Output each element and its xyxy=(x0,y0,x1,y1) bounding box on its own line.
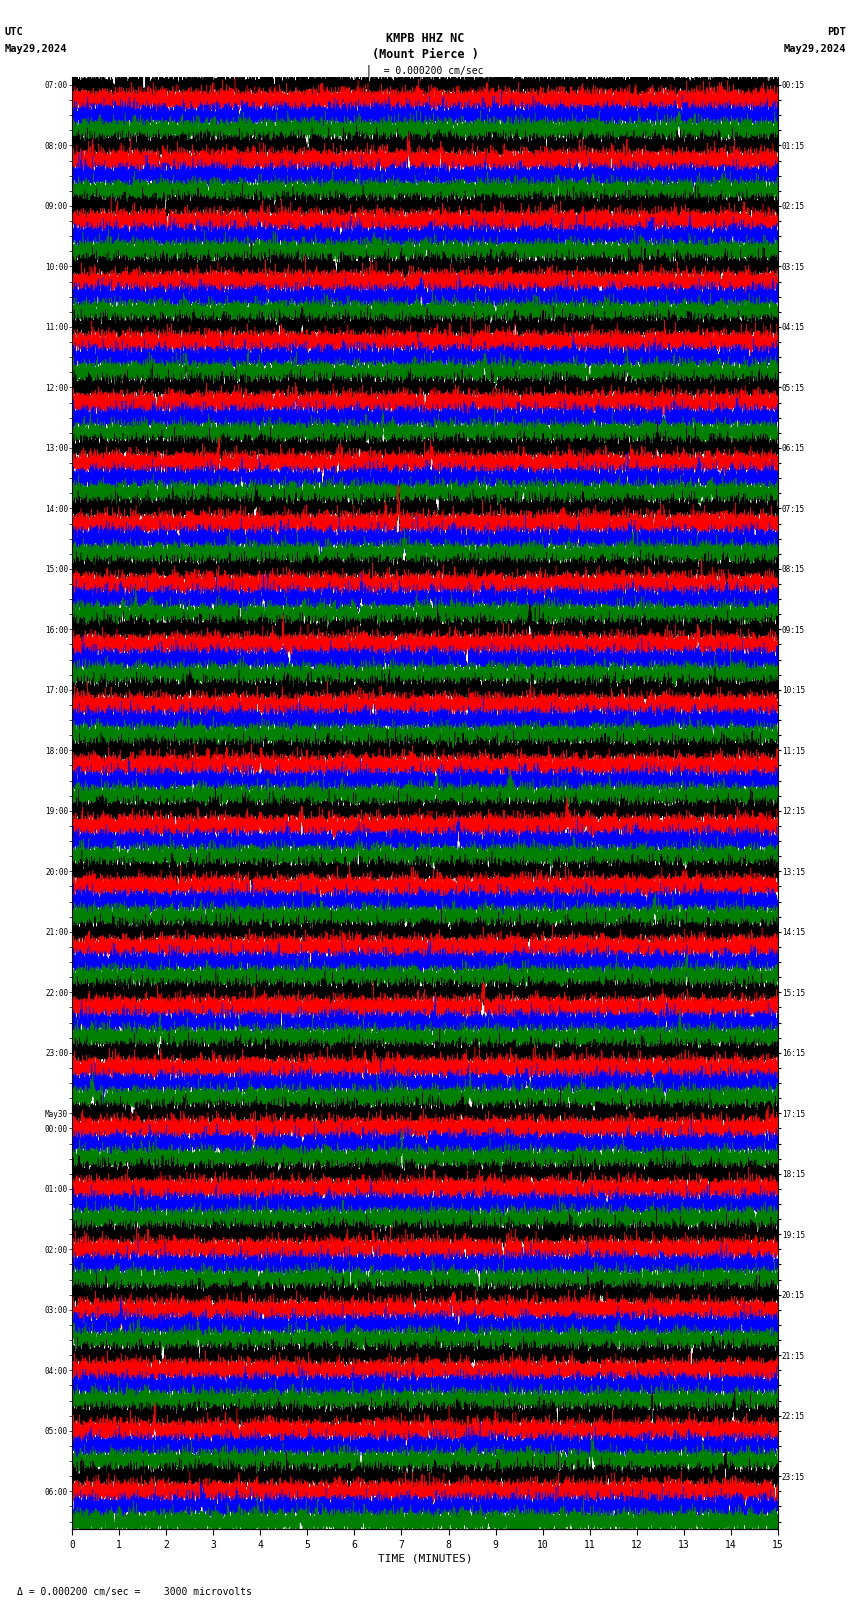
Text: KMPB HHZ NC: KMPB HHZ NC xyxy=(386,32,464,45)
Text: UTC: UTC xyxy=(4,27,23,37)
Text: PDT: PDT xyxy=(827,27,846,37)
Text: (Mount Pierce ): (Mount Pierce ) xyxy=(371,48,479,61)
Text: ⎮  = 0.000200 cm/sec: ⎮ = 0.000200 cm/sec xyxy=(366,65,484,76)
Text: Δ = 0.000200 cm/sec =    3000 microvolts: Δ = 0.000200 cm/sec = 3000 microvolts xyxy=(17,1587,252,1597)
Text: May29,2024: May29,2024 xyxy=(783,44,846,53)
X-axis label: TIME (MINUTES): TIME (MINUTES) xyxy=(377,1553,473,1563)
Text: May29,2024: May29,2024 xyxy=(4,44,67,53)
